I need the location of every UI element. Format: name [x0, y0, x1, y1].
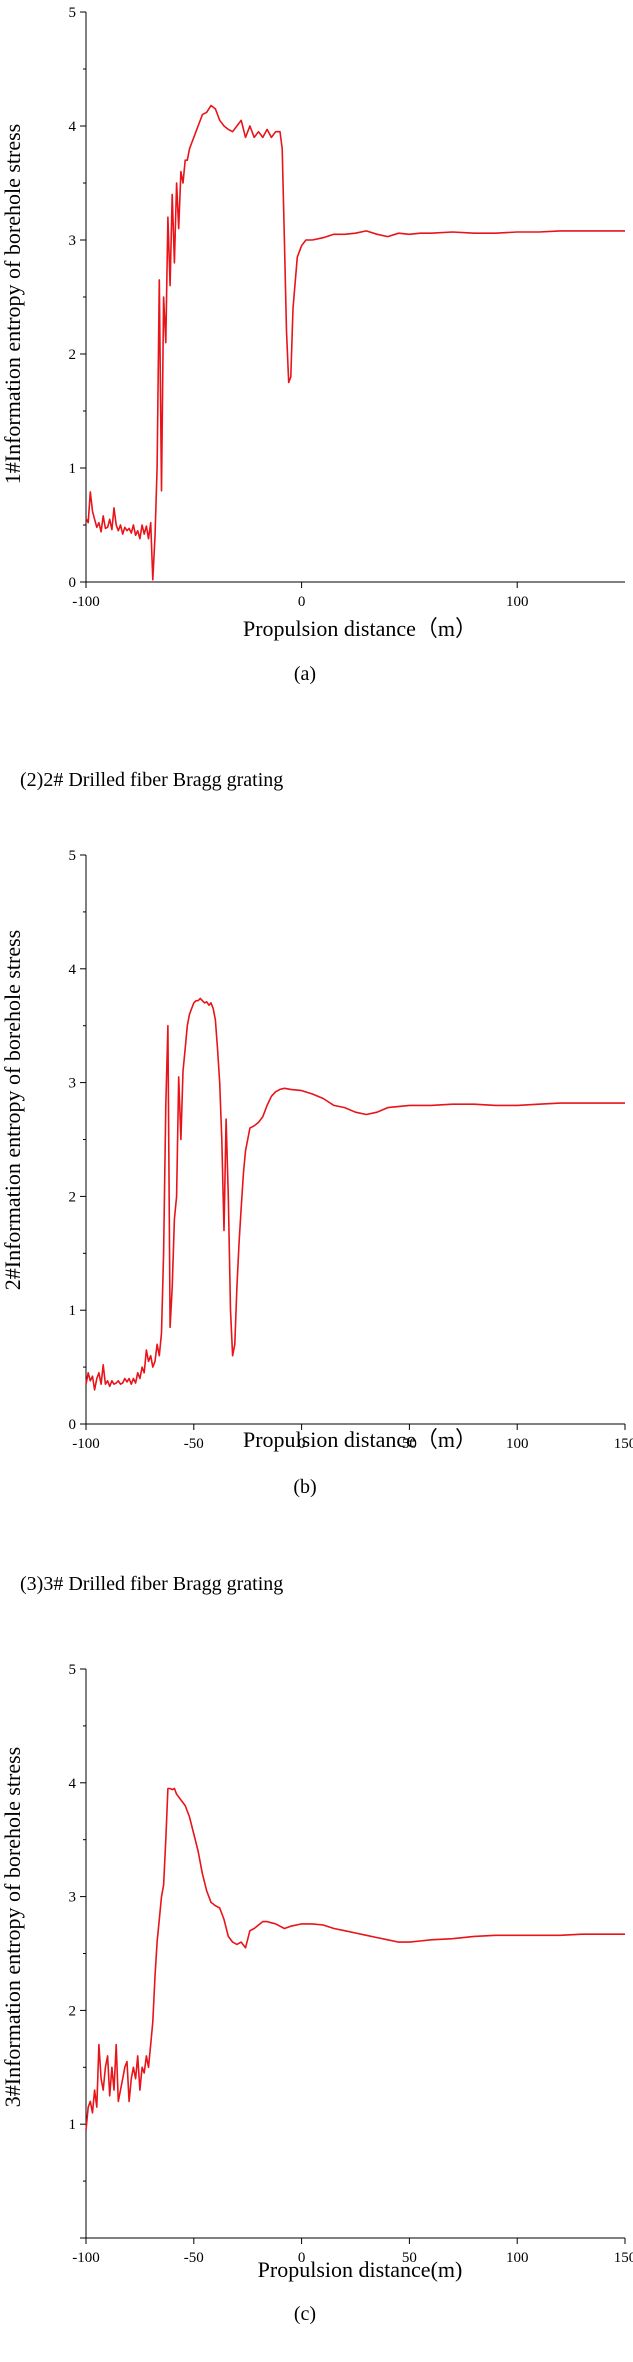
chart-b-y-tick-label: 5	[69, 848, 77, 864]
chart-b-x-tick-label: 100	[506, 1436, 529, 1452]
chart-c-y-tick-label: 3	[69, 1890, 77, 1906]
chart-b-x-tick-label: 150	[614, 1436, 633, 1452]
chart-c-y-tick-label: 5	[69, 1662, 77, 1678]
chart-b-x-tick-label: 50	[402, 1436, 417, 1452]
chart-c-caption: (c)	[294, 2303, 316, 2325]
chart-a-y-tick-label: 5	[69, 5, 77, 21]
chart-b-x-tick-label: -100	[72, 1436, 100, 1452]
chart-c-series-line	[85, 1787, 625, 2130]
chart-a-y-tick-label: 0	[69, 575, 77, 591]
chart-c-x-tick-label: 150	[614, 2250, 633, 2266]
chart-b-x-axis-label: Propulsion distance（m）	[243, 1427, 477, 1452]
chart-a-caption: (a)	[294, 663, 316, 685]
chart-b-y-tick-label: 4	[69, 962, 77, 978]
chart-b-x-tick-label: 0	[298, 1436, 306, 1452]
chart-b: 0 1 2 3 4 5 -100 -50 0 50 100 150 2#Information ent…	[0, 848, 633, 1498]
chart-a-y-axis-label: 1#Information entropy of borehole stress	[0, 124, 25, 484]
chart-c: 1 2 3 4 5 -100 -50 0 50 100 150 3#Information entr…	[0, 1662, 633, 2325]
section-heading-3: (3)3# Drilled fiber Bragg grating	[20, 1573, 283, 1595]
chart-a-x-tick-label: 0	[298, 594, 306, 610]
chart-b-y-axis-label: 2#Information entropy of borehole stress	[0, 930, 25, 1290]
chart-b-x-tick-label: -50	[184, 1436, 204, 1452]
chart-a-y-tick-label: 1	[69, 461, 77, 477]
chart-a-x-axis-label: Propulsion distance（m）	[243, 616, 477, 641]
chart-c-x-tick-label: 50	[402, 2250, 417, 2266]
chart-b-y-tick-label: 1	[69, 1303, 77, 1319]
chart-a-series-line	[85, 104, 625, 581]
chart-c-y-tick-label: 2	[69, 2003, 77, 2019]
chart-b-series-line	[85, 997, 625, 1391]
chart-a-x-tick-label: -100	[72, 594, 100, 610]
chart-c-x-axis-label: Propulsion distance(m)	[258, 2257, 463, 2282]
chart-c-x-tick-label: 100	[506, 2250, 529, 2266]
chart-c-x-tick-label: -50	[184, 2250, 204, 2266]
chart-b-y-tick-label: 3	[69, 1076, 77, 1092]
chart-c-x-tick-label: 0	[298, 2250, 306, 2266]
chart-a-y-tick-label: 2	[69, 347, 77, 363]
chart-b-y-tick-label: 0	[69, 1417, 77, 1433]
chart-a-y-tick-label: 4	[69, 119, 77, 135]
chart-a: 0 1 2 3 4 5 -100 0 100 1#Information entropy of …	[0, 5, 625, 685]
section-heading-2: (2)2# Drilled fiber Bragg grating	[20, 769, 283, 791]
chart-c-y-tick-label: 4	[69, 1776, 77, 1792]
chart-a-y-tick-label: 3	[69, 233, 77, 249]
chart-c-y-tick-label: 1	[69, 2117, 77, 2133]
chart-b-caption: (b)	[293, 1476, 316, 1498]
chart-c-x-tick-label: -100	[72, 2250, 100, 2266]
chart-c-y-axis-label: 3#Information entropy of borehole stress	[0, 1747, 25, 2107]
chart-b-y-tick-label: 2	[69, 1189, 77, 1205]
chart-a-x-tick-label: 100	[506, 594, 529, 610]
